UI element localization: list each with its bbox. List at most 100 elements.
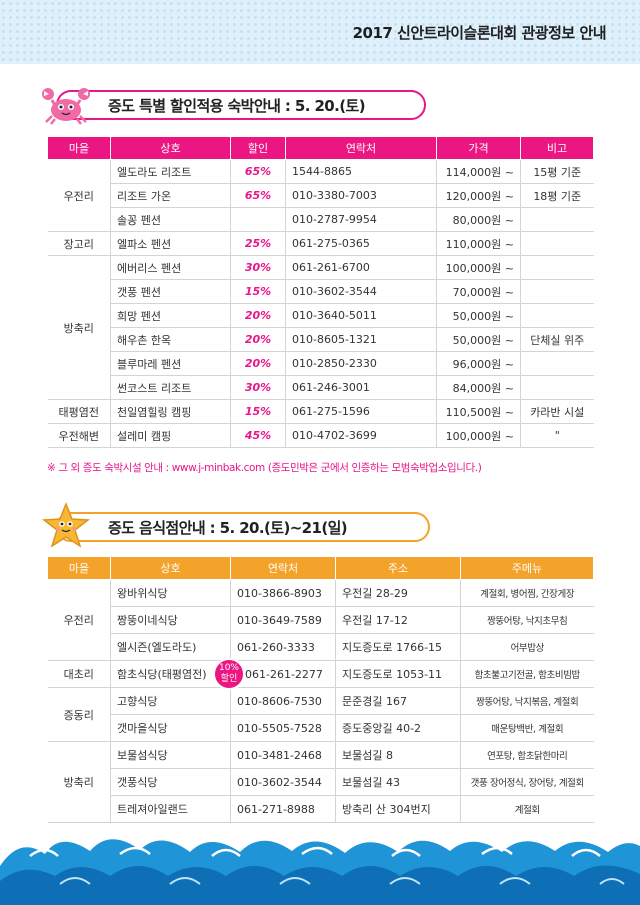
menu: 짱뚱어탕, 낙지초무침: [460, 606, 594, 634]
table-row: 썬코스트 리조트 30% 061-246-3001 84,000원 ~: [48, 375, 594, 400]
lodging-name: 블루마레 펜션: [110, 351, 231, 376]
phone: 010-3602-3544: [230, 768, 336, 796]
note: [520, 231, 594, 256]
area-cell: 우전리: [47, 159, 111, 232]
address: 보물섬길 43: [335, 768, 461, 796]
page-title: 2017 신안트라이슬론대회 관광정보 안내: [352, 24, 607, 42]
area-cell: 방축리: [47, 741, 111, 823]
discount: 20%: [230, 327, 286, 352]
table-row: 우전해변 설레미 캠핑 45% 010-4702-3699 100,000원 ~…: [47, 423, 594, 448]
table-row: 태평염전 천일염힐링 캠핑 15% 061-275-1596 110,500원 …: [47, 399, 594, 424]
badge-label: 할인: [220, 674, 238, 684]
phone: 061-261-6700: [285, 255, 437, 280]
lodging-name: 갯풍 펜션: [110, 279, 231, 304]
table-row: 방축리 에버리스 펜션 30% 061-261-6700 100,000원 ~: [47, 255, 594, 400]
restaurant-name: 갯풍식당: [110, 768, 231, 796]
restaurant-name: 함초식당(태평염전): [110, 660, 231, 688]
restaurant-section-title: 증도 음식점안내 : 5. 20.(토)~21(일): [56, 512, 430, 542]
area-cell: 우전해변: [47, 423, 111, 448]
table-row: 리조트 가온 65% 010-3380-7003 120,000원 ~ 18평 …: [48, 183, 594, 208]
column-header: 주메뉴: [460, 556, 594, 580]
column-header: 비고: [520, 136, 594, 160]
phone: 061-275-0365: [285, 231, 437, 256]
price: 50,000원 ~: [436, 327, 521, 352]
table-row: 증동리 고향식당 010-8606-7530 문준경길 167 짱뚱어탕, 낙지…: [47, 687, 594, 742]
lodging-footnote: ※ 그 외 증도 숙박시설 안내 : www.j-minbak.com (증도민…: [47, 462, 482, 474]
phone: 061-260-3333: [230, 633, 336, 661]
lodging-name: 솔꽁 펜션: [110, 207, 231, 232]
price: 84,000원 ~: [436, 375, 521, 400]
table-row: 엘시즌(엘도라도) 061-260-3333 지도증도로 1766-15 어부밥…: [48, 633, 594, 661]
phone: 010-3866-8903: [230, 579, 336, 607]
lodging-name: 설레미 캠핑: [110, 423, 231, 448]
area-cell: 방축리: [47, 255, 111, 400]
phone: 061-261-2277: [230, 660, 336, 688]
phone: 010-4702-3699: [285, 423, 437, 448]
note: [520, 351, 594, 376]
restaurant-name: 고향식당: [110, 687, 231, 715]
table-row: 갯풍 펜션 15% 010-3602-3544 70,000원 ~: [48, 279, 594, 304]
table-row: 짱뚱이네식당 010-3649-7589 우전길 17-12 짱뚱어탕, 낙지초…: [48, 606, 594, 634]
restaurant-name: 짱뚱이네식당: [110, 606, 231, 634]
price: 100,000원 ~: [436, 255, 521, 280]
column-header: 연락처: [285, 136, 437, 160]
discount: 30%: [230, 255, 286, 280]
phone: 061-275-1596: [285, 399, 437, 424]
discount: 15%: [230, 399, 286, 424]
address: 지도증도로 1766-15: [335, 633, 461, 661]
phone: 010-8606-7530: [230, 687, 336, 715]
restaurant-table: 마을 상호 연락처 주소 주메뉴 우전리 왕바위식당 010-3866-8903…: [47, 556, 594, 823]
lodging-name: 썬코스트 리조트: [110, 375, 231, 400]
column-header: 상호: [110, 136, 231, 160]
phone: 010-3649-7589: [230, 606, 336, 634]
restaurant-name: 갯마을식당: [110, 714, 231, 742]
column-header: 가격: [436, 136, 521, 160]
discount: 65%: [230, 183, 286, 208]
table-header-row: 마을 상호 할인 연락처 가격 비고: [47, 136, 594, 160]
discount: 20%: [230, 351, 286, 376]
menu: 어부밥상: [460, 633, 594, 661]
address: 문준경길 167: [335, 687, 461, 715]
menu: 연포탕, 함초닭한마리: [460, 741, 594, 769]
price: 110,000원 ~: [436, 231, 521, 256]
menu: 갯풍 장어정식, 장어탕, 계절회: [460, 768, 594, 796]
phone: 010-8605-1321: [285, 327, 437, 352]
menu: 짱뚱어탕, 낙지볶음, 계절회: [460, 687, 594, 715]
menu: 함초불고기전골, 함초비빔밥: [460, 660, 594, 688]
address: 보물섬길 8: [335, 741, 461, 769]
lodging-section-title: 증도 특별 할인적용 숙박안내 : 5. 20.(토): [56, 90, 426, 120]
note: 카라반 시설: [520, 399, 594, 424]
phone: 061-246-3001: [285, 375, 437, 400]
discount-badge: 10% 할인: [213, 658, 245, 690]
price: 114,000원 ~: [436, 159, 521, 184]
area-cell: 장고리: [47, 231, 111, 256]
discount: 30%: [230, 375, 286, 400]
price: 70,000원 ~: [436, 279, 521, 304]
note: 단체실 위주: [520, 327, 594, 352]
badge-percent: 10%: [218, 663, 239, 673]
lodging-name: 리조트 가온: [110, 183, 231, 208]
restaurant-name: 엘시즌(엘도라도): [110, 633, 231, 661]
column-header: 할인: [230, 136, 286, 160]
note: [520, 303, 594, 328]
lodging-name: 해우촌 한옥: [110, 327, 231, 352]
phone: 010-3602-3544: [285, 279, 437, 304]
discount: 45%: [230, 423, 286, 448]
discount: 15%: [230, 279, 286, 304]
lodging-name: 에버리스 펜션: [110, 255, 231, 280]
column-header: 연락처: [230, 556, 336, 580]
phone: 010-2787-9954: [285, 207, 437, 232]
address: 지도증도로 1053-11: [335, 660, 461, 688]
discount: 25%: [230, 231, 286, 256]
lodging-name: 엘도라도 리조트: [110, 159, 231, 184]
address: 우전길 17-12: [335, 606, 461, 634]
lodging-name: 엘파소 펜션: [110, 231, 231, 256]
phone: 061-271-8988: [230, 795, 336, 823]
menu: 계절회, 병어찜, 간장게장: [460, 579, 594, 607]
note: ": [520, 423, 594, 448]
phone: 010-5505-7528: [230, 714, 336, 742]
address: 우전길 28-29: [335, 579, 461, 607]
price: 100,000원 ~: [436, 423, 521, 448]
note: 18평 기준: [520, 183, 594, 208]
column-header: 마을: [47, 136, 111, 160]
